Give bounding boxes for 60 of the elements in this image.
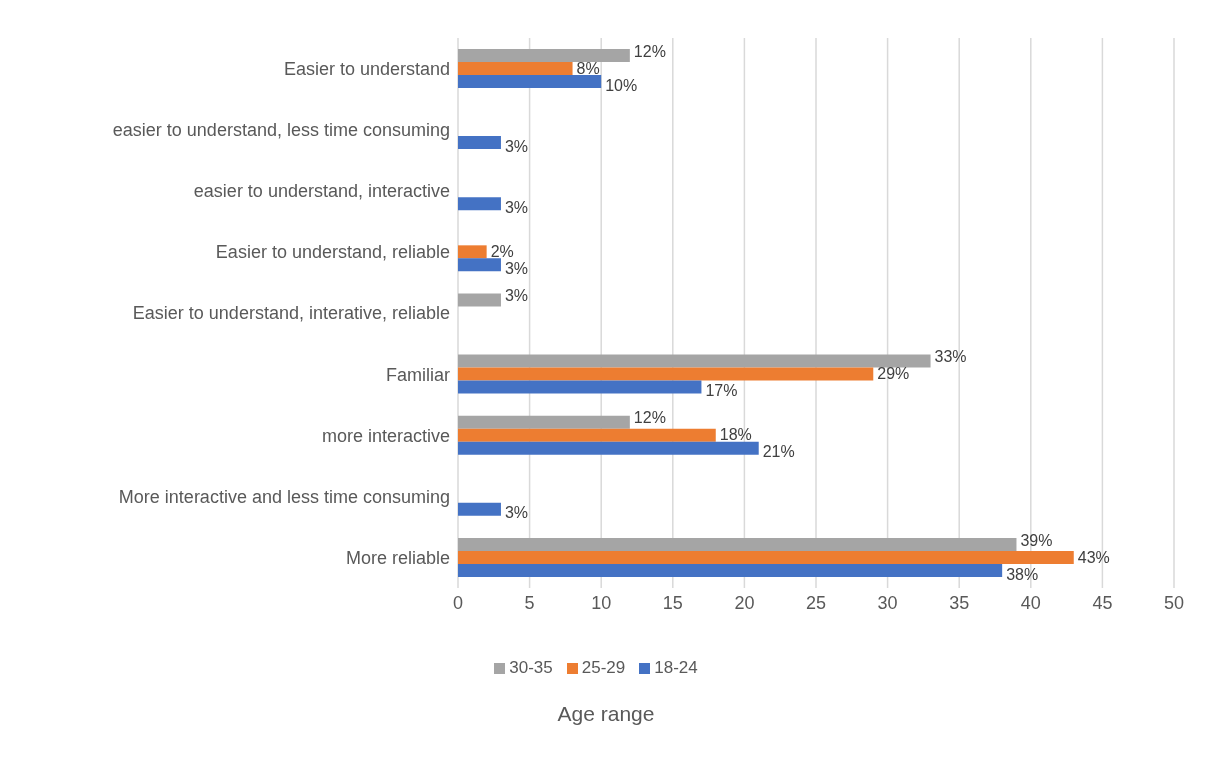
- y-tick-label: more interactive: [321, 425, 450, 446]
- x-tick-label: 5: [524, 592, 535, 613]
- legend-label: 25-29: [580, 658, 626, 678]
- y-tick-label: Easier to understand: [283, 58, 450, 79]
- x-tick-label: 30: [877, 592, 898, 613]
- x-tick-label: 20: [734, 592, 755, 613]
- bar: [458, 197, 501, 211]
- x-tick-label: 25: [805, 592, 827, 613]
- data-label: 12%: [633, 42, 666, 60]
- data-label: 8%: [576, 59, 600, 77]
- bar: [458, 415, 630, 429]
- data-label: 18%: [719, 426, 752, 444]
- y-tick-label: More reliable: [345, 547, 450, 568]
- bar: [458, 245, 487, 259]
- data-label: 3%: [504, 504, 529, 522]
- bar: [458, 62, 573, 75]
- y-tick-label: More interactive and less time consuming: [118, 486, 450, 507]
- bar: [458, 537, 1017, 551]
- data-label: 3%: [504, 198, 529, 216]
- x-tick-label: 45: [1092, 592, 1113, 613]
- x-tick-label: 50: [1163, 592, 1185, 613]
- bar: [458, 441, 759, 455]
- data-label: 29%: [877, 365, 910, 383]
- bar: [458, 502, 501, 516]
- bar: [458, 563, 1003, 577]
- data-label: 38%: [1006, 565, 1039, 583]
- legend-label: 30-35: [508, 658, 553, 678]
- y-tick-label: Easier to understand, reliable: [215, 242, 450, 263]
- bar: [458, 550, 1074, 564]
- x-tick-label: 15: [662, 592, 683, 613]
- bar: [458, 354, 931, 368]
- data-label: 21%: [762, 443, 795, 461]
- data-label: 43%: [1077, 548, 1110, 566]
- data-label: 12%: [633, 409, 666, 427]
- bar: [458, 428, 716, 442]
- data-label: 3%: [504, 287, 529, 305]
- bar: [458, 367, 874, 381]
- legend-label: 18-24: [653, 658, 698, 678]
- y-tick-label: Easier to understand, interative, reliable: [132, 303, 450, 324]
- y-tick-label: easier to understand, less time consuming: [112, 120, 450, 141]
- x-tick-label: 40: [1020, 592, 1041, 613]
- x-tick-label: 10: [591, 592, 612, 613]
- x-tick-label: 0: [452, 592, 464, 613]
- y-tick-label: easier to understand, interactive: [193, 181, 450, 202]
- data-label: 33%: [934, 348, 967, 366]
- bar: [458, 293, 501, 307]
- bar: [458, 380, 702, 394]
- data-label: 3%: [504, 137, 529, 155]
- bar: [458, 49, 630, 62]
- bar: [458, 136, 501, 150]
- data-label: 39%: [1020, 531, 1053, 549]
- data-label: 2%: [490, 243, 514, 261]
- y-tick-label: Familiar: [385, 364, 450, 385]
- bar: [458, 75, 602, 88]
- bar: [458, 258, 501, 272]
- x-tick-label: 35: [949, 592, 970, 613]
- x-axis-title: Age range: [556, 702, 656, 726]
- data-label: 3%: [504, 260, 529, 278]
- data-label: 10%: [605, 76, 638, 94]
- data-label: 17%: [705, 382, 738, 400]
